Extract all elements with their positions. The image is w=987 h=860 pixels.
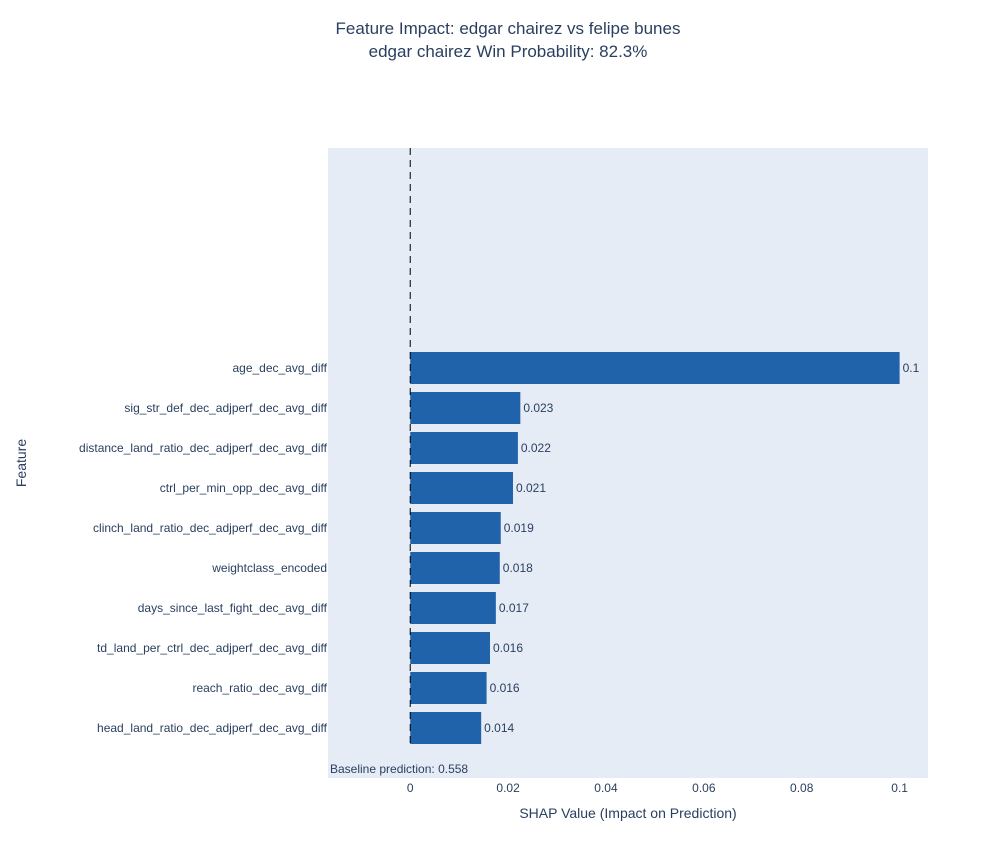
bar-value-label: 0.021 [516,481,546,495]
bar-value-label: 0.022 [521,441,551,455]
y-tick-label: head_land_ratio_dec_adjperf_dec_avg_diff [97,721,328,735]
y-tick-label: days_since_last_fight_dec_avg_diff [138,601,328,615]
chart-title: Feature Impact: edgar chairez vs felipe … [336,19,681,38]
y-axis-title: Feature [13,439,29,487]
y-tick-label: td_land_per_ctrl_dec_adjperf_dec_avg_dif… [97,641,328,655]
bar-value-label: 0.023 [523,401,553,415]
bar-value-label: 0.017 [499,601,529,615]
bar-ctrl-per-min-opp-dec-avg-diff [410,472,513,504]
x-tick-label: 0.08 [790,781,814,795]
bar-reach-ratio-dec-avg-diff [410,672,487,704]
x-tick-label: 0 [407,781,414,795]
bar-value-label: 0.018 [503,561,533,575]
x-axis-title: SHAP Value (Impact on Prediction) [519,805,736,821]
bar-td-land-per-ctrl-dec-adjperf-dec-avg-diff [410,632,490,664]
y-tick-label: distance_land_ratio_dec_adjperf_dec_avg_… [79,441,328,455]
bar-value-label: 0.019 [504,521,534,535]
bar-sig-str-def-dec-adjperf-dec-avg-diff [410,392,521,424]
bar-value-label: 0.016 [490,681,520,695]
y-tick-labels: age_dec_avg_diff sig_str_def_dec_adjperf_… [79,361,328,735]
bar-value-label: 0.016 [493,641,523,655]
y-tick-label: clinch_land_ratio_dec_adjperf_dec_avg_di… [93,521,328,535]
bar-clinch-land-ratio-dec-adjperf-dec-avg-diff [410,512,501,544]
bar-days-since-last-fight-dec-avg-diff [410,592,496,624]
bar-value-label: 0.014 [484,721,514,735]
y-tick-label: weightclass_encoded [211,561,327,575]
y-tick-label: age_dec_avg_diff [232,361,327,375]
x-tick-labels: 0 0.02 0.04 0.06 0.08 0.1 [407,781,908,795]
bar-age-dec-avg-diff [410,352,900,384]
x-tick-label: 0.06 [692,781,716,795]
x-tick-label: 0.1 [891,781,908,795]
chart-subtitle: edgar chairez Win Probability: 82.3% [369,42,648,61]
y-tick-label: sig_str_def_dec_adjperf_dec_avg_diff [124,401,327,415]
bar-labels-group: 0.1 0.023 0.022 0.021 0.019 0.018 0.017 0.016 0.… [484,361,919,735]
bar-value-label: 0.1 [903,361,920,375]
baseline-annotation: Baseline prediction: 0.558 [330,762,468,776]
y-tick-label: reach_ratio_dec_avg_diff [192,681,327,695]
x-tick-label: 0.04 [594,781,618,795]
bar-weightclass-encoded [410,552,500,584]
y-tick-label: ctrl_per_min_opp_dec_avg_diff [160,481,328,495]
bars-group [410,352,900,744]
bar-distance-land-ratio-dec-adjperf-dec-avg-diff [410,432,518,464]
bar-head-land-ratio-dec-adjperf-dec-avg-diff [410,712,482,744]
x-tick-label: 0.02 [496,781,520,795]
